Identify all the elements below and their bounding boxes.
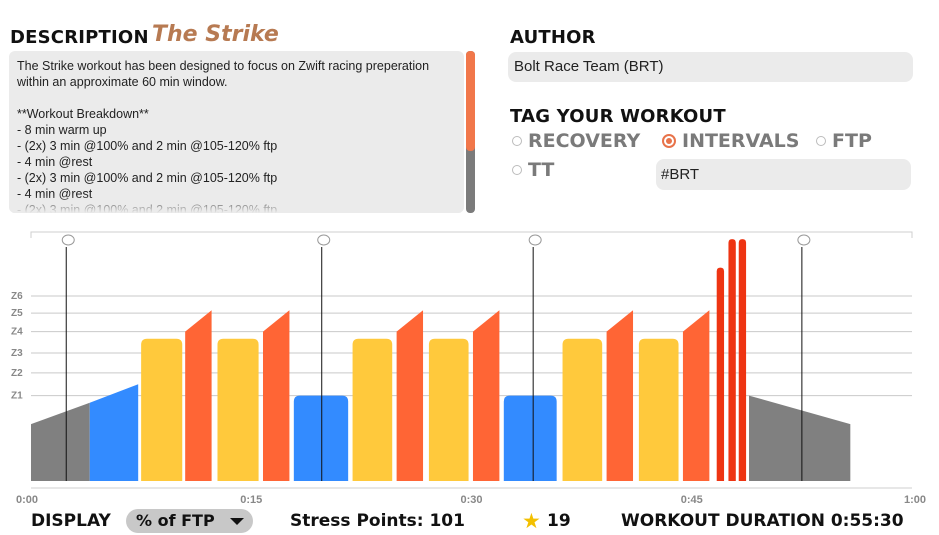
star-count: 19: [547, 511, 571, 531]
workout-block-z6: [738, 239, 747, 481]
workout-name[interactable]: The Strike: [152, 22, 279, 47]
workout-block-z4: [217, 338, 259, 481]
workout-block-z4: [638, 338, 679, 481]
author-field[interactable]: Bolt Race Team (BRT): [508, 52, 913, 82]
display-mode-value: % of FTP: [136, 511, 215, 530]
chart-frame: [30, 231, 913, 238]
zone-label: Z4: [11, 327, 23, 338]
display-mode-select[interactable]: % of FTP: [126, 509, 253, 533]
tag-label-intervals: INTERVALS: [682, 130, 800, 152]
radio-icon[interactable]: [816, 136, 826, 146]
zone-label: Z3: [11, 348, 23, 359]
tag-option-tt[interactable]: TT: [512, 159, 554, 181]
description-scrollbar[interactable]: [466, 51, 475, 213]
workout-block-z4: [141, 338, 183, 481]
chevron-down-icon: [230, 518, 244, 525]
workout-block-z2: [89, 384, 139, 481]
workout-block-z2: [293, 395, 349, 481]
comment-bubble-icon[interactable]: [797, 234, 811, 246]
radio-icon[interactable]: [512, 165, 522, 175]
description-fade: [9, 195, 464, 213]
radio-selected-icon[interactable]: [662, 134, 676, 148]
x-tick-label: 1:00: [904, 494, 926, 506]
description-heading: DESCRIPTION: [10, 27, 149, 48]
radio-icon[interactable]: [512, 136, 522, 146]
description-textarea[interactable]: The Strike workout has been designed to …: [9, 51, 464, 213]
zone-label: Z6: [11, 291, 23, 302]
zone-label: Z1: [11, 391, 23, 402]
workout-duration: WORKOUT DURATION 0:55:30: [621, 511, 904, 531]
x-tick-label: 0:00: [16, 494, 38, 506]
workout-block-z1: [749, 395, 851, 481]
workout-block-z4: [428, 338, 469, 481]
workout-block-z2: [503, 395, 557, 481]
comment-bubble-icon[interactable]: [317, 234, 331, 246]
workout-block-z5: [682, 310, 710, 481]
x-tick-label: 0:30: [460, 494, 482, 506]
x-tick-label: 0:15: [240, 494, 262, 506]
workout-block-z4: [562, 338, 603, 481]
tag-option-recovery[interactable]: RECOVERY: [512, 130, 640, 152]
tag-label-tt: TT: [528, 159, 555, 181]
workout-block-z5: [262, 310, 290, 481]
bottom-bar: DISPLAY % of FTP Stress Points: 101 ★ 19…: [0, 506, 939, 535]
tag-heading: TAG YOUR WORKOUT: [510, 106, 726, 127]
star-icon: ★: [522, 509, 541, 533]
workout-block-z5: [185, 310, 212, 481]
workout-chart[interactable]: Z1 Z2 Z3 Z4 Z5 Z6 0:00 0:15 0:30 0:45 1:00: [0, 0, 939, 506]
workout-block-z6: [728, 239, 736, 481]
x-tick-label: 0:45: [681, 494, 703, 506]
comment-bubble-icon[interactable]: [61, 234, 75, 246]
hashtag-field[interactable]: #BRT: [656, 159, 911, 190]
stress-points: Stress Points: 101: [290, 511, 465, 531]
tag-label-ftp: FTP: [832, 130, 872, 152]
workout-block-z5: [606, 310, 634, 481]
zone-label: Z5: [11, 308, 23, 319]
workout-block-z1: [31, 402, 90, 481]
workout-block-z5: [396, 310, 424, 481]
workout-block-z4: [352, 338, 393, 481]
workout-block-z6: [716, 267, 725, 481]
description-text[interactable]: The Strike workout has been designed to …: [17, 59, 430, 213]
comment-bubble-icon[interactable]: [528, 234, 542, 246]
tag-option-ftp[interactable]: FTP: [816, 130, 872, 152]
author-heading: AUTHOR: [510, 27, 596, 48]
tag-label-recovery: RECOVERY: [528, 130, 641, 152]
zone-label: Z2: [11, 368, 23, 379]
description-scrollbar-thumb[interactable]: [466, 51, 475, 151]
tag-option-intervals[interactable]: INTERVALS: [662, 130, 799, 152]
display-label: DISPLAY: [31, 511, 111, 531]
workout-block-z5: [472, 310, 500, 481]
